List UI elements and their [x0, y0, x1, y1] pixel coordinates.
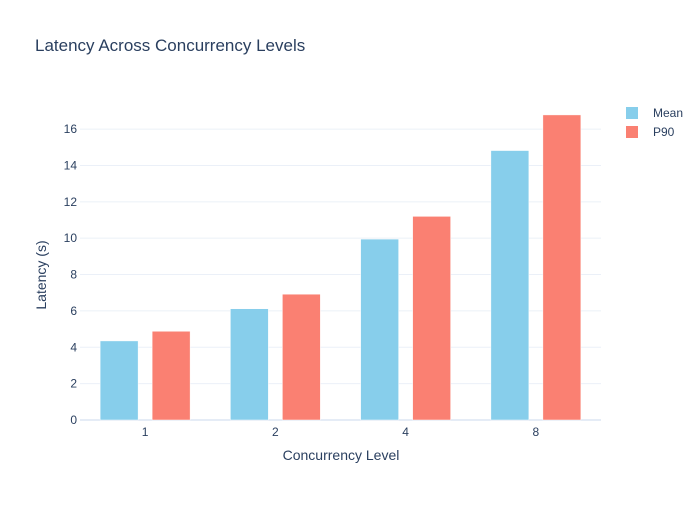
bar-p90-8[interactable]	[542, 114, 582, 421]
y-tick-label: 6	[70, 304, 77, 318]
bar-p90-2[interactable]	[282, 293, 321, 421]
y-tick-label: 8	[70, 268, 77, 282]
y-tick-label: 2	[70, 377, 77, 391]
legend-item-mean[interactable]: Mean	[626, 106, 683, 120]
bar-p90-4[interactable]	[412, 216, 451, 421]
legend-label: Mean	[653, 106, 683, 120]
x-tick-label: 1	[142, 425, 149, 439]
legend-swatch	[626, 126, 638, 138]
legend-swatch	[626, 107, 638, 119]
y-tick-label: 12	[64, 195, 78, 209]
bar-mean-8[interactable]	[490, 150, 530, 421]
y-axis-ticks: 0 2 4 6 8 10 12 14 16	[64, 122, 78, 427]
y-axis-label: Latency (s)	[33, 240, 49, 309]
x-axis-ticks: 1 2 4 8	[142, 425, 540, 439]
y-tick-label: 14	[64, 158, 78, 172]
y-tick-label: 10	[64, 231, 78, 245]
legend: Mean P90	[626, 106, 683, 139]
chart-title: Latency Across Concurrency Levels	[35, 36, 305, 55]
y-tick-label: 4	[70, 340, 77, 354]
x-axis-label: Concurrency Level	[283, 447, 400, 463]
bar-mean-4[interactable]	[360, 238, 399, 421]
bar-mean-1[interactable]	[99, 340, 139, 421]
bars	[99, 114, 582, 421]
y-tick-label: 16	[64, 122, 78, 136]
x-tick-label: 8	[533, 425, 540, 439]
x-tick-label: 4	[402, 425, 409, 439]
legend-item-p90[interactable]: P90	[626, 125, 675, 139]
legend-label: P90	[653, 125, 675, 139]
bar-p90-1[interactable]	[151, 331, 191, 421]
y-tick-label: 0	[70, 413, 77, 427]
bar-mean-2[interactable]	[230, 308, 269, 421]
x-tick-label: 2	[272, 425, 279, 439]
